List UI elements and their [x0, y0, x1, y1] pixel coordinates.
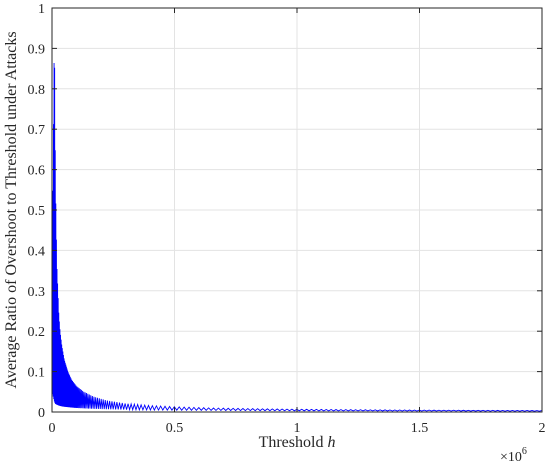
y-axis-label: Average Ratio of Overshoot to Threshold … [3, 31, 20, 388]
y-tick-label: 0.5 [28, 204, 46, 219]
y-tick-label: 0 [38, 406, 45, 421]
y-tick-label: 0.8 [28, 83, 46, 98]
x-axis-label: Threshold h [259, 434, 336, 451]
y-tick-label: 0.9 [28, 42, 46, 57]
ticks [51, 7, 543, 413]
y-tick-label: 1 [38, 2, 45, 17]
y-tick-label: 0.6 [28, 164, 46, 179]
y-tick-label: 0.4 [28, 244, 46, 259]
x-tick-label: 2 [539, 421, 546, 436]
x-tick-label: 0.5 [166, 421, 184, 436]
grid [52, 8, 542, 412]
y-tick-label: 0.2 [28, 325, 46, 340]
y-tick-labels: 0 0.1 0.2 0.3 0.4 0.5 0.6 0.7 0.8 0.9 1 [28, 2, 46, 421]
x-tick-label: 0 [49, 421, 56, 436]
x-tick-label: 1 [294, 421, 301, 436]
y-tick-label: 0.1 [28, 366, 46, 381]
x-axis-exponent: ×106 [500, 446, 527, 463]
series [51, 62, 543, 412]
y-tick-label: 0.7 [28, 123, 46, 138]
series-line [51, 62, 543, 412]
y-tick-label: 0.3 [28, 285, 46, 300]
x-tick-label: 1.5 [411, 421, 429, 436]
x-tick-labels: 0 0.5 1 1.5 2 [49, 421, 546, 436]
